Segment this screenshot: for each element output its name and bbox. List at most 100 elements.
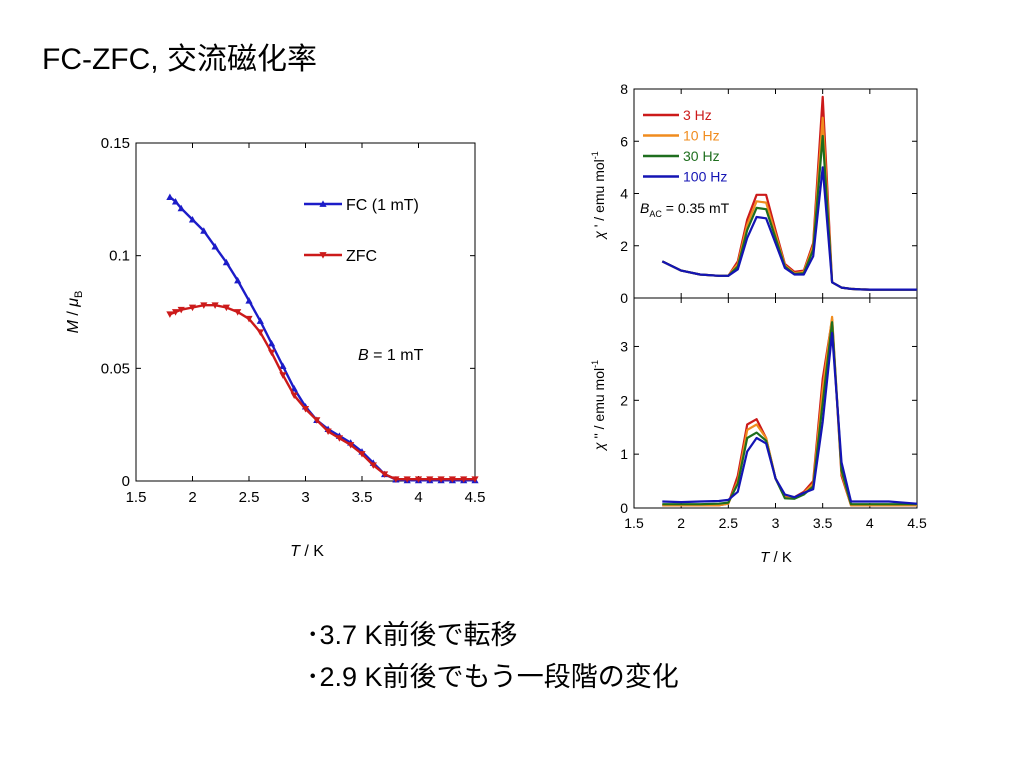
- c2-series-line-3-hz: [662, 318, 917, 507]
- c1-series-line-100-hz: [661, 166, 917, 291]
- c2-y-tick-label: 1: [620, 446, 628, 462]
- c1-legend-label: 100 Hz: [683, 169, 727, 185]
- m-annotation-rest: = 1 mT: [369, 347, 424, 364]
- c1-y-tick-label: 2: [620, 238, 628, 254]
- data-point: [177, 306, 185, 314]
- data-point: [211, 243, 219, 250]
- data-point: [245, 297, 253, 304]
- c1-legend-label: 30 Hz: [683, 148, 720, 164]
- c2-y-tick-label: 0: [620, 500, 628, 516]
- data-point: [211, 302, 219, 309]
- c1-y-axis-label: χ ' / emu mol-1: [590, 151, 607, 241]
- c2-x-tick-label: 4: [866, 515, 874, 531]
- m-y-tick-label: 0.1: [109, 248, 130, 265]
- data-point: [448, 476, 456, 483]
- data-point: [268, 349, 276, 357]
- m-annotation-var: B: [358, 347, 369, 364]
- data-point: [256, 317, 264, 324]
- c2-series-line-30-hz: [662, 321, 917, 506]
- data-point: [200, 302, 208, 309]
- data-point: [290, 392, 298, 399]
- data-point: [268, 339, 276, 347]
- m-x-tick-label: 2: [188, 489, 196, 506]
- c2-ylabel-prime: '': [591, 429, 607, 442]
- data-point: [166, 311, 174, 318]
- c1-annotation-var: B: [640, 200, 649, 216]
- data-point: [171, 197, 180, 205]
- c1-y-tick-label: 4: [620, 186, 628, 202]
- data-point: [177, 204, 185, 212]
- m-y-tick-label: 0: [122, 473, 130, 490]
- data-point: [381, 471, 389, 478]
- data-point: [369, 462, 377, 469]
- m-y-tick-label: 0.15: [101, 135, 130, 152]
- c1-y-tick-label: 8: [620, 81, 628, 97]
- legend-marker: [319, 252, 327, 259]
- data-point: [335, 435, 343, 442]
- c2-ylabel-sup: -1: [590, 360, 600, 368]
- c2-xlabel-var: T: [760, 549, 771, 566]
- c2-series-line-10-hz: [662, 315, 917, 507]
- c1-annotation: BAC = 0.35 mT: [640, 200, 730, 219]
- c2-ylabel-unit: / emu mol: [591, 368, 607, 429]
- data-point: [403, 476, 411, 483]
- c2-xlabel-unit: / K: [769, 549, 792, 566]
- c1-y-tick-label: 0: [620, 290, 628, 306]
- c2-x-tick-label: 2: [677, 515, 685, 531]
- c2-x-tick-label: 3: [772, 515, 780, 531]
- c1-y-tick-label: 6: [620, 133, 628, 149]
- data-point: [426, 476, 434, 483]
- bullet-item: ･3.7 K前後で転移: [306, 620, 518, 650]
- m-x-tick-label: 3: [301, 489, 309, 506]
- data-point: [188, 304, 197, 312]
- m-xlabel-var: T: [290, 543, 301, 560]
- c1-ylabel-sup: -1: [590, 151, 600, 159]
- slide-title: FC-ZFC, 交流磁化率: [42, 43, 317, 76]
- data-point: [279, 372, 287, 379]
- legend-marker: [319, 200, 327, 207]
- c2-y-axis-label: χ '' / emu mol-1: [590, 360, 607, 452]
- data-point: [245, 315, 253, 323]
- data-point: [414, 476, 423, 483]
- data-point: [437, 476, 445, 483]
- m-ylabel-var: M: [65, 319, 82, 333]
- c2-ylabel-var: χ: [591, 442, 607, 452]
- data-point: [171, 309, 180, 316]
- m-xlabel-unit: / K: [300, 543, 324, 560]
- data-point: [188, 216, 197, 223]
- c2-y-tick-label: 3: [620, 338, 628, 354]
- m-x-tick-label: 4: [414, 489, 422, 506]
- data-point: [256, 329, 264, 336]
- m-ylabel-unit: /: [65, 307, 82, 320]
- data-point: [347, 442, 355, 449]
- m-annotation: B = 1 mT: [358, 347, 424, 364]
- c1-ylabel-var: χ: [591, 231, 607, 241]
- data-point: [234, 276, 242, 284]
- data-point: [222, 258, 230, 266]
- data-point: [324, 428, 332, 436]
- data-point: [279, 362, 287, 369]
- svg-text:χ ' / emu mol-1: χ ' / emu mol-1: [590, 151, 607, 241]
- m-x-tick-label: 3.5: [352, 489, 373, 506]
- m-ylabel-mu: μ: [65, 298, 82, 308]
- c2-x-tick-label: 2.5: [719, 515, 739, 531]
- m-x-tick-label: 4.5: [465, 489, 486, 506]
- c1-annotation-rest: = 0.35 mT: [662, 200, 730, 216]
- data-point: [313, 417, 321, 424]
- c2-x-tick-label: 3.5: [813, 515, 833, 531]
- bullet-item: ･2.9 K前後でもう一段階の変化: [306, 662, 679, 692]
- m-x-tick-label: 2.5: [239, 489, 260, 506]
- c2-x-axis-label: T / K: [760, 549, 792, 566]
- svg-text:M / μB: M / μB: [65, 291, 85, 334]
- svg-text:χ '' / emu mol-1: χ '' / emu mol-1: [590, 360, 607, 452]
- c1-ylabel-unit: / emu mol: [591, 159, 607, 220]
- legend-label: FC (1 mT): [346, 197, 419, 214]
- data-point: [392, 476, 400, 483]
- data-point: [301, 406, 310, 413]
- m-y-tick-label: 0.05: [101, 360, 130, 377]
- c1-legend-label: 3 Hz: [683, 107, 712, 123]
- data-point: [358, 451, 366, 458]
